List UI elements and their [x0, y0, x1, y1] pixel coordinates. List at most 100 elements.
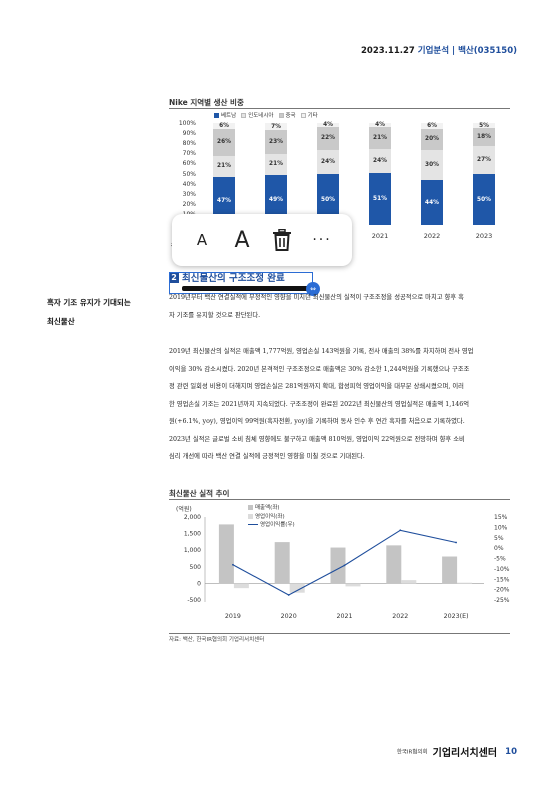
- paragraph-line: 2019년부터 백산 연결실적에 부정적인 영향을 미치던 최신물산의 실적이 …: [169, 294, 464, 301]
- section-title[interactable]: 2 최신물산의 구조조정 완료: [169, 270, 285, 284]
- chart2-line-point: [287, 594, 290, 596]
- chart1-bar-stack: 44% 30% 20% 6%: [421, 123, 443, 225]
- chart1-bar-segment: 6%: [421, 123, 443, 130]
- paragraph-line: 자 기조를 유지할 것으로 판단된다.: [169, 311, 261, 319]
- header-separator: |: [452, 46, 456, 56]
- company-name: 백산(035150): [458, 46, 517, 56]
- chart2-y2-tick: -15%: [494, 576, 510, 583]
- chart1-y-tick: 70%: [182, 150, 196, 158]
- chart2-source: 자료: 백산, 한국IR협의회 기업리서치센터: [169, 637, 265, 643]
- paragraph-line: 정 관련 일회성 비용이 더해지며 영업손실은 281억원까지 확대, 합성피혁…: [169, 383, 464, 390]
- chart2-plot: 2,000 1,500 1,000 500 0 -500 15% 10% 5% 0% -5% -10%…: [184, 514, 510, 620]
- chart1-bar-stack: 50% 24% 22% 4%: [317, 122, 339, 225]
- chart2-bottom-rule: [169, 633, 510, 634]
- chart1-bar-segment: 50%: [473, 174, 495, 225]
- chart2-y-tick: 0: [197, 580, 201, 587]
- chart2-y2-tick: -5%: [494, 556, 506, 563]
- chart2-title: 최신물산 실적 추이: [169, 489, 230, 498]
- delete-button[interactable]: [265, 223, 299, 257]
- chart2-line-point: [343, 564, 346, 567]
- chart1-bar-segment: 21%: [265, 153, 287, 176]
- chart2-x-label: 2021: [336, 613, 352, 620]
- chart2-top-rule: [169, 499, 510, 500]
- report-category: 기업분석: [417, 46, 450, 56]
- legend-operating-profit: 영업이익(좌): [248, 513, 295, 522]
- chart1-legend-swatch: [241, 113, 247, 118]
- chart2-y2-tick: 0%: [494, 545, 504, 552]
- legend-swatch: [248, 513, 253, 519]
- chart1-bar-segment: 23%: [265, 130, 287, 154]
- footer-center: 기업리서치센터: [432, 748, 498, 759]
- chart1-bar-segment: 21%: [369, 127, 391, 149]
- chart1-bar-segment: 49%: [265, 175, 287, 225]
- paragraph-2: 2019년 최신물산의 실적은 매출액 1,777억원, 영업손실 143억원을…: [169, 343, 521, 466]
- chart2-bar-sales: [386, 545, 402, 584]
- section-title-text: 최신물산의 구조조정 완료: [182, 273, 285, 284]
- chart1-legend-swatch: [278, 113, 284, 118]
- chart1-bar-segment: 5%: [473, 123, 495, 129]
- chart1-x-label: 2023: [475, 232, 493, 240]
- side-heading: 흑자 기조 유지가 기대되는 최신물산: [47, 293, 131, 331]
- chart2-y-tick: 1,500: [184, 531, 201, 538]
- chart1-y-tick: 40%: [182, 180, 196, 188]
- chart1-bar-segment: 27%: [473, 146, 495, 174]
- chart1-bar-segment: 7%: [265, 123, 287, 131]
- chart2-y2-tick: 15%: [494, 514, 508, 521]
- page-header: 2023.11.27 기업분석 | 백산(035150): [0, 44, 517, 56]
- chart1-bar-segment: 24%: [317, 149, 339, 174]
- chart2-line-point: [455, 541, 457, 544]
- paragraph-line: 심리 개선에 따라 백산 연결 실적에 긍정적인 영향을 미칠 것으로 기대된다…: [169, 453, 365, 460]
- chart2-bar-sales: [442, 556, 458, 584]
- chart1-legend-item: 베트남: [214, 111, 236, 119]
- chart2-bar-operating-profit: [233, 583, 249, 589]
- chart1-title: Nike 지역별 생산 비중: [169, 98, 244, 107]
- legend-line: [248, 523, 258, 526]
- chart2-y-tick: 2,000: [184, 514, 201, 521]
- chart1-bar-stack: 51% 24% 21% 4%: [369, 122, 391, 225]
- chart1-bar-stack: 50% 27% 18% 5%: [473, 123, 495, 225]
- chart2-x-label: 2019: [225, 613, 241, 620]
- text-size-small-button[interactable]: A: [196, 231, 208, 249]
- paragraph-1: 2019년부터 백산 연결실적에 부정적인 영향을 미치던 최신물산의 실적이 …: [169, 289, 521, 324]
- page-footer: 한국IR협의회 기업리서치센터 10: [0, 741, 517, 760]
- chart1-y-tick: 90%: [182, 129, 196, 137]
- chart2-x-label: 2022: [392, 613, 408, 620]
- chart2-x-label: 2023(E): [444, 613, 469, 620]
- resize-handle-icon[interactable]: ⇔: [306, 282, 320, 296]
- text-size-large-button[interactable]: A: [234, 227, 250, 253]
- chart1-legend-swatch: [214, 113, 219, 118]
- chart1-bar-segment: 24%: [369, 148, 391, 173]
- chart2-y2-tick: -10%: [494, 566, 510, 573]
- chart1-legend-item: 중국: [278, 111, 296, 119]
- chart2-bar-sales: [274, 542, 290, 584]
- chart1-bar-segment: 51%: [369, 172, 391, 225]
- chart1-bar-stack: 49% 21% 23% 7%: [265, 123, 287, 225]
- chart2-y2-tick: 10%: [494, 524, 508, 531]
- chart1-bar-segment: 6%: [213, 123, 235, 130]
- chart2-bar-operating-profit: [289, 583, 305, 593]
- legend-sales: 매출액(좌): [248, 504, 295, 513]
- chart2-y-tick: -500: [187, 597, 201, 604]
- chart1-bar-segment: 4%: [369, 122, 391, 128]
- more-options-button[interactable]: ···: [312, 232, 332, 248]
- text-action-popup: A A ···: [172, 214, 352, 266]
- chart1-top-rule: [169, 108, 510, 109]
- chart1-bar-segment: 30%: [421, 149, 443, 181]
- chart2-bar-operating-profit: [401, 580, 417, 584]
- paragraph-line: 2019년 최신물산의 실적은 매출액 1,777억원, 영업손실 143억원을…: [169, 348, 474, 355]
- chart1-bar-segment: 4%: [317, 122, 339, 128]
- legend-swatch: [248, 505, 253, 510]
- chart2-y-tick: 500: [190, 564, 202, 571]
- paragraph-line: 한 영업손실 기조는 2021년까지 지속되었다. 구조조정이 완료된 2022…: [169, 400, 470, 408]
- selection-highlight-bar: [182, 286, 310, 291]
- chart1-bar-segment: 20%: [421, 129, 443, 150]
- side-heading-line-2: 최신물산: [47, 317, 75, 326]
- chart1-x-label: 2021: [371, 232, 389, 240]
- chart2-bar-operating-profit: [457, 582, 473, 584]
- chart1-bar-segment: 50%: [317, 174, 339, 225]
- chart1-y-tick: 100%: [178, 119, 196, 127]
- chart1-y-tick: 60%: [182, 160, 196, 168]
- chart2-y-unit: (억원): [176, 506, 192, 513]
- chart2-bar-sales: [330, 547, 346, 584]
- chart1-y-tick: 50%: [182, 170, 196, 178]
